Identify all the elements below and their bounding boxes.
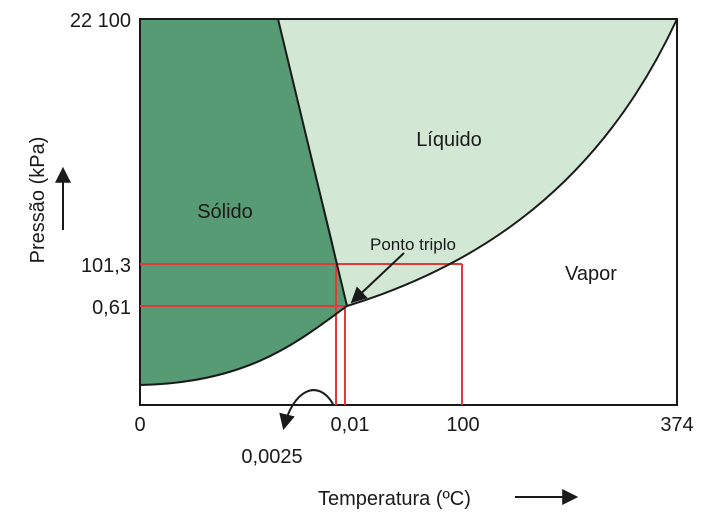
vaporization-curve	[346, 18, 678, 307]
x-extra-00025: 0,0025	[241, 446, 302, 468]
x-tick-374: 374	[660, 414, 693, 436]
y-tick-1013: 101,3	[81, 255, 131, 277]
solid-region	[140, 19, 347, 385]
region-label-solid: Sólido	[197, 201, 253, 223]
y-tick-061: 0,61	[92, 297, 131, 319]
x-tick-001: 0,01	[331, 414, 370, 436]
triple-point-arrow	[350, 252, 405, 304]
melting-curve	[277, 18, 348, 307]
guide-lines	[140, 263, 463, 405]
region-label-liquid: Líquido	[416, 129, 482, 151]
liquid-region	[278, 19, 677, 306]
phase-boundaries	[139, 18, 678, 386]
plot-frame	[139, 18, 678, 406]
x-tick-100: 100	[446, 414, 479, 436]
region-label-vapor: Vapor	[565, 263, 617, 285]
y-axis-title: Pressão (kPa)	[27, 137, 49, 264]
x-axis-title: Temperatura (ºC)	[318, 488, 471, 510]
triple-point-label: Ponto triplo	[370, 235, 456, 254]
y-tick-22100: 22 100	[70, 10, 131, 32]
x-tick-0: 0	[134, 414, 145, 436]
sublimation-curve	[139, 305, 348, 386]
melting-temp-arrow	[279, 389, 334, 431]
